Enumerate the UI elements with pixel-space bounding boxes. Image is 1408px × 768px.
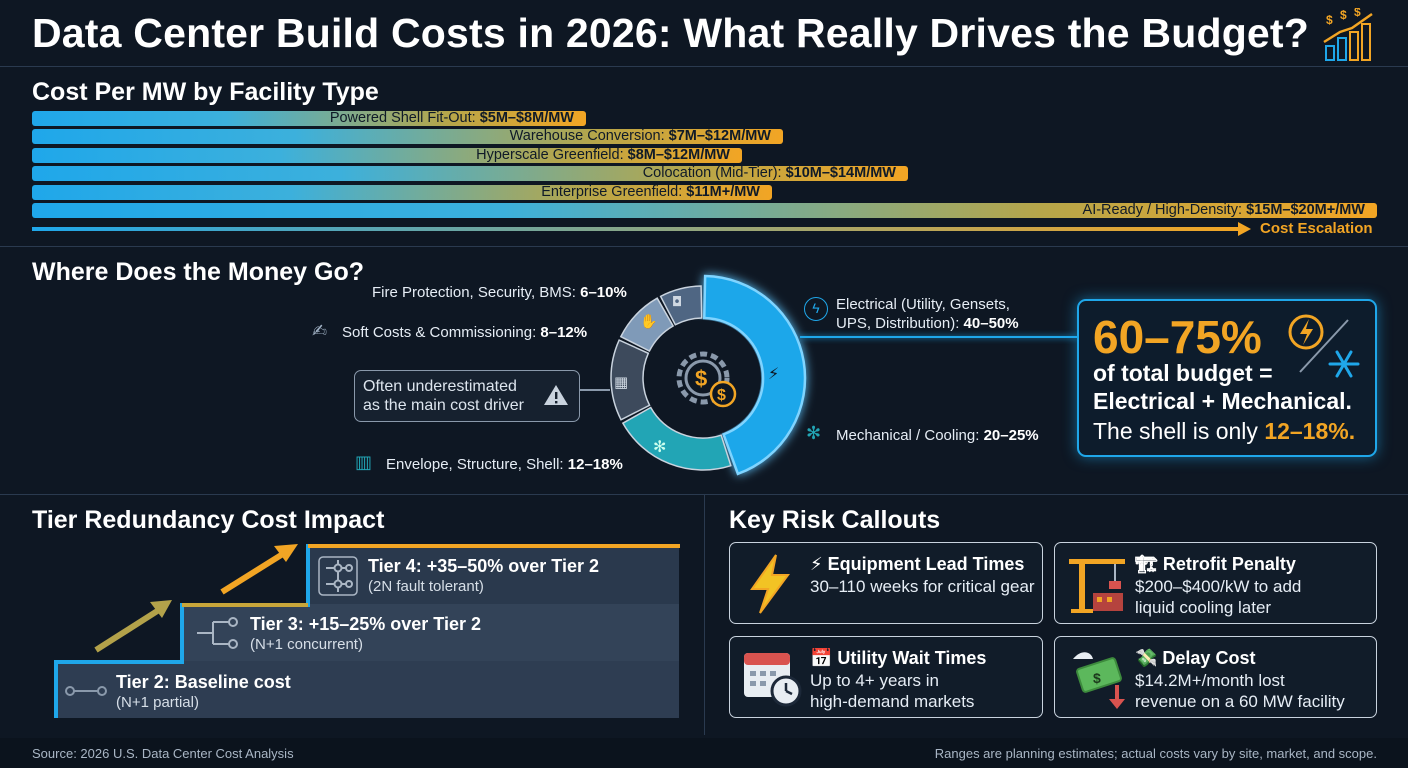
tier-2-title: Tier 2: Baseline cost (116, 672, 291, 692)
tier-4-title: Tier 4: +35–50% over Tier 2 (368, 556, 599, 576)
redundant-paths-icon (318, 556, 358, 596)
tier-2-sub: (N+1 partial) (116, 694, 199, 711)
handshake-icon: ✋ (640, 313, 657, 330)
footer-note: Ranges are planning estimates; actual co… (934, 746, 1377, 761)
escalation-arrowhead (1238, 222, 1251, 236)
divider (0, 494, 1408, 495)
tier-4-step (308, 546, 679, 604)
cost-bar-3 (32, 148, 742, 163)
risk-card-delay: $ 💸 Delay Cost $14.2M+/month lost revenue… (1054, 636, 1377, 718)
money-wings-icon: $ (1073, 652, 1125, 709)
branch-path-icon (197, 617, 238, 649)
tier-3-sub: (N+1 concurrent) (250, 636, 363, 653)
fan-icon: ✻ (653, 437, 666, 456)
cost-bar-6 (32, 203, 1377, 218)
gear-dollar-icon: $ $ (676, 351, 737, 408)
summary-line-1: of total budget = (1093, 360, 1273, 386)
svg-text:$: $ (1354, 8, 1361, 19)
escalation-arrow-line (32, 227, 1242, 231)
building-icon: ▦ (614, 373, 628, 391)
svg-text:$: $ (1340, 8, 1347, 22)
budget-chart-icon: $ $ $ (1323, 8, 1373, 61)
footer-source: Source: 2026 U.S. Data Center Cost Analy… (32, 746, 294, 761)
label-mechanical: Mechanical / Cooling: 20–25% (836, 427, 1039, 444)
summary-connector (800, 336, 1077, 338)
svg-text:$: $ (1326, 13, 1333, 27)
power-cooling-icon (1288, 314, 1360, 378)
contract-icon: ✍ (312, 321, 328, 341)
cost-bar-4 (32, 166, 908, 181)
donut-slice-mechanical (621, 406, 732, 471)
underestimated-callout: Often underestimated as the main cost dr… (354, 370, 580, 422)
lightning-icon (750, 554, 790, 614)
escalation-label: Cost Escalation (1260, 220, 1373, 237)
donut-slice-electrical (702, 274, 807, 476)
cost-bar-5 (32, 185, 772, 200)
callout-pointer (580, 389, 610, 391)
cost-bar-2 (32, 129, 783, 144)
label-electrical: Electrical (Utility, Gensets, UPS, Distr… (836, 296, 1019, 332)
cost-bar-label-4: Colocation (Mid-Tier): $10M–$14M/MW (642, 165, 896, 181)
risk-card-equipment: ⚡ Equipment Lead Times 30–110 weeks for … (729, 542, 1043, 624)
calendar-clock-icon (744, 653, 802, 707)
risks-heading: Key Risk Callouts (729, 506, 941, 534)
single-path-icon (65, 686, 107, 696)
cost-bar-label-2: Warehouse Conversion: $7M–$12M/MW (509, 128, 771, 144)
tier-4-sub: (2N fault tolerant) (368, 578, 484, 595)
tier-2-step (55, 660, 679, 718)
cost-per-mw-heading: Cost Per MW by Facility Type (32, 78, 379, 106)
cost-donut-chart: $ $ ⚡ ✻ ▦ ✋ ◘ (610, 274, 807, 476)
summary-line-2: Electrical + Mechanical. (1093, 388, 1352, 414)
electrical-icon: ϟ (804, 297, 828, 321)
divider (0, 246, 1408, 247)
vertical-divider (704, 495, 705, 735)
summary-line-3: The shell is only 12–18%. (1093, 418, 1356, 444)
summary-percentage: 60–75% (1093, 311, 1262, 363)
tier-3-title: Tier 3: +15–25% over Tier 2 (250, 614, 481, 634)
divider (0, 66, 1408, 67)
camera-icon: ◘ (672, 295, 682, 310)
label-envelope: Envelope, Structure, Shell: 12–18% (386, 456, 623, 473)
svg-text:$: $ (695, 366, 707, 391)
summary-box (1077, 299, 1377, 457)
office-building-icon: ▥ (355, 452, 373, 472)
electrical-plug-icon: ⚡ (768, 364, 779, 383)
cost-bar-label-3: Hyperscale Greenfield: $8M–$12M/MW (476, 147, 730, 163)
label-soft-costs: Soft Costs & Commissioning: 8–12% (342, 324, 588, 341)
money-heading: Where Does the Money Go? (32, 258, 364, 286)
donut-slice-envelope (610, 339, 651, 421)
svg-text:$: $ (1093, 670, 1101, 686)
warning-icon (544, 385, 568, 405)
risk-card-retrofit: 🏗 Retrofit Penalty $200–$400/kW to add li… (1054, 542, 1377, 624)
cost-bar-label-6: AI-Ready / High-Density: $15M–$20M+/MW (1082, 202, 1365, 218)
donut-slice-soft-costs (619, 297, 675, 353)
crane-icon (1069, 559, 1125, 613)
donut-slice-fire-protection (659, 285, 703, 326)
footer-bar (0, 738, 1408, 768)
cost-bar-1 (32, 111, 586, 126)
tier-stair-outline (54, 544, 680, 718)
label-fire-protection: Fire Protection, Security, BMS: 6–10% (372, 284, 627, 301)
cost-bar-label-5: Enterprise Greenfield: $11M+/MW (541, 184, 760, 200)
cost-bar-label-1: Powered Shell Fit-Out: $5M–$8M/MW (329, 110, 574, 126)
tier-heading: Tier Redundancy Cost Impact (32, 506, 385, 534)
risk-card-utility: 📅 Utility Wait Times Up to 4+ years in hi… (729, 636, 1043, 718)
svg-text:$: $ (717, 387, 726, 404)
page-title: Data Center Build Costs in 2026: What Re… (32, 10, 1310, 56)
tier-3-step (182, 603, 679, 661)
cooling-icon: ✻ (806, 423, 822, 443)
